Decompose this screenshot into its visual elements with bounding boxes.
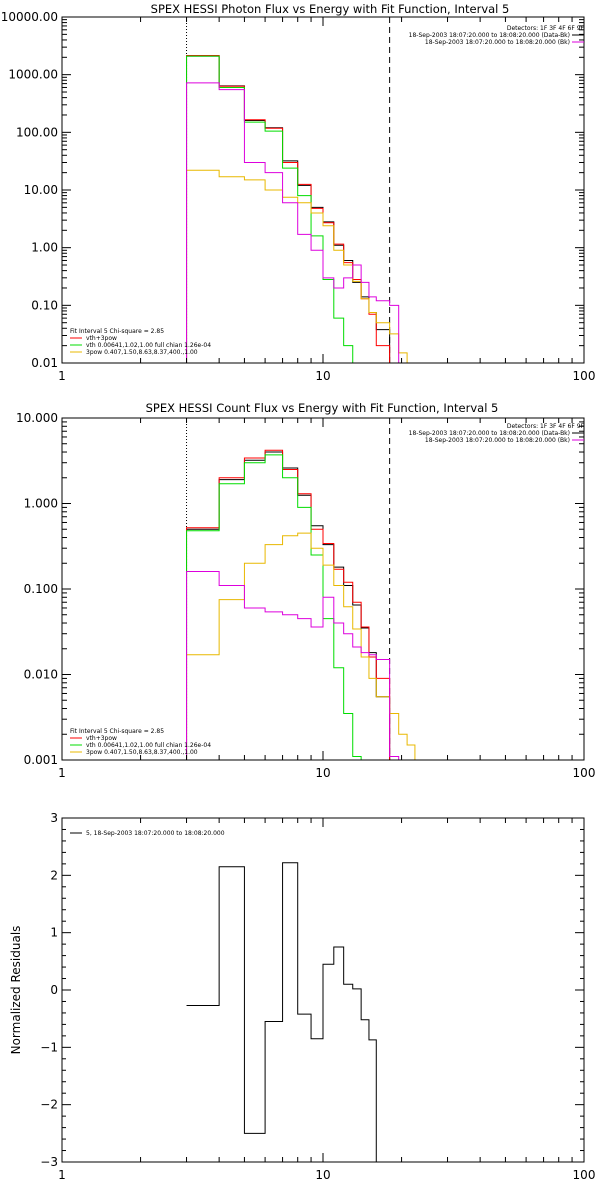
- x-tick-label: 10: [315, 1168, 330, 1182]
- legend-vth3pow: vth+3pow: [86, 335, 117, 342]
- legend-vth: vth 0.00641,1.02,1.00 full chian 1.26e-0…: [86, 742, 211, 749]
- count-flux-legend-bottom-left: Fit Interval 5 Chi-square = 2.85 vth+3po…: [70, 728, 211, 756]
- magenta-series-histogram: [186, 571, 400, 760]
- x-tick-label: 1: [58, 1168, 66, 1182]
- yellow-series-histogram: [186, 169, 408, 363]
- residuals-panel: 1 10 100 −3 −2 −1 0 1 2 3 Normalized Residuals 5,…: [9, 811, 595, 1182]
- y-tick-label: 0.001: [24, 753, 58, 767]
- y-tick-label: 10.000: [16, 411, 58, 425]
- green-series-histogram: [186, 454, 362, 760]
- count-flux-panel: SPEX HESSI Count Flux vs Energy with Fit…: [16, 401, 595, 780]
- legend-3pow: 3pow 0.407,1.50,8.63,8.37,400.,1.00: [86, 749, 198, 756]
- photon-plot-frame: [61, 16, 585, 364]
- y-tick-label: 2: [50, 868, 58, 882]
- photon-flux-panel: SPEX HESSI Photon Flux vs Energy with Fi…: [1, 2, 596, 383]
- y-tick-label: 100.00: [16, 125, 58, 139]
- green-series-histogram: [186, 55, 354, 363]
- y-tick-label: 10000.00: [1, 10, 58, 24]
- y-tick-label: 3: [50, 811, 58, 825]
- legend-fit-interval: Fit Interval 5 Chi-square = 2.85: [70, 328, 164, 335]
- magenta-series-histogram: [186, 82, 400, 363]
- count-flux-title: SPEX HESSI Count Flux vs Energy with Fit…: [146, 401, 499, 415]
- x-tick-label: 1: [58, 766, 66, 780]
- legend-data-bk: 18-Sep-2003 18:07:20.000 to 18:08:20.000…: [409, 32, 570, 39]
- photon-flux-plot: 1 10 100 0.01 0.10 1.00 10.00 100.00 1000.00 1000…: [1, 10, 596, 383]
- x-tick-label: 100: [573, 369, 596, 383]
- y-tick-label: 0.10: [31, 298, 58, 312]
- count-flux-legend-top-right: Detectors: 1F 3F 4F 6F 9F 18-Sep-2003 18…: [409, 423, 585, 444]
- photon-flux-title: SPEX HESSI Photon Flux vs Energy with Fi…: [151, 2, 510, 16]
- legend-3pow: 3pow 0.407,1.50,8.63,8.37,400.,1.00: [86, 349, 198, 356]
- legend-data-bk: 18-Sep-2003 18:07:20.000 to 18:08:20.000…: [409, 430, 570, 437]
- black-series-histogram: [186, 862, 377, 1162]
- legend-bk: 18-Sep-2003 18:07:20.000 to 18:08:20.000…: [425, 39, 570, 46]
- legend-detectors: Detectors: 1F 3F 4F 6F 9F: [507, 25, 585, 32]
- count-flux-plot: 1 10 100 0.001 0.010 0.100 1.000 10.000: [16, 411, 595, 780]
- black-series-histogram: [186, 55, 391, 363]
- y-tick-label: 1.00: [31, 241, 58, 255]
- black-series-histogram: [186, 451, 391, 760]
- legend-bk: 18-Sep-2003 18:07:20.000 to 18:08:20.000…: [425, 437, 570, 444]
- red-series-histogram: [186, 55, 391, 363]
- x-tick-label: 1: [58, 369, 66, 383]
- y-tick-label: 1.000: [24, 497, 58, 511]
- legend-fit-interval: Fit Interval 5 Chi-square = 2.85: [70, 728, 164, 735]
- legend-detectors: Detectors: 1F 3F 4F 6F 9F: [507, 423, 585, 430]
- photon-flux-legend-bottom-left: Fit Interval 5 Chi-square = 2.85 vth+3po…: [70, 328, 211, 356]
- y-tick-label: 1000.00: [8, 68, 58, 82]
- x-tick-label: 100: [573, 1168, 596, 1182]
- residuals-ylabel: Normalized Residuals: [9, 926, 23, 1055]
- y-tick-label: 0.100: [24, 582, 58, 596]
- red-series-histogram: [186, 449, 391, 760]
- x-tick-label: 10: [315, 369, 330, 383]
- y-tick-label: −2: [40, 1098, 58, 1112]
- y-tick-label: 0: [50, 983, 58, 997]
- yellow-series-histogram: [186, 532, 416, 760]
- x-tick-label: 10: [315, 766, 330, 780]
- residuals-plot: 1 10 100 −3 −2 −1 0 1 2 3: [40, 811, 595, 1182]
- y-tick-label: 10.00: [24, 183, 58, 197]
- y-tick-label: 0.01: [31, 356, 58, 370]
- y-tick-label: 0.010: [24, 668, 58, 682]
- legend-vth: vth 0.00641,1.02,1.00 full chian 1.26e-0…: [86, 342, 211, 349]
- photon-flux-legend-top-right: Detectors: 1F 3F 4F 6F 9F 18-Sep-2003 18…: [409, 25, 585, 46]
- y-tick-label: 1: [50, 926, 58, 940]
- x-tick-label: 100: [573, 766, 596, 780]
- legend-vth3pow: vth+3pow: [86, 735, 117, 742]
- residuals-legend: 5, 18-Sep-2003 18:07:20.000 to 18:08:20.…: [86, 830, 225, 837]
- y-tick-label: −1: [40, 1040, 58, 1054]
- y-tick-label: −3: [40, 1155, 58, 1169]
